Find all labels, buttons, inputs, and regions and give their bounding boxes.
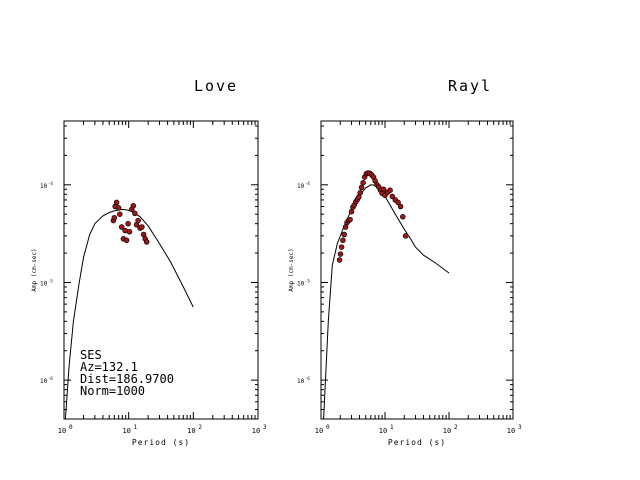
- data-point: [117, 211, 123, 217]
- x-tick-label: 10: [58, 427, 66, 435]
- x-tick-exponent: 0: [326, 424, 330, 431]
- data-point: [395, 199, 401, 206]
- data-point: [348, 208, 355, 215]
- data-point: [118, 224, 125, 230]
- chart-title: Rayl: [448, 77, 492, 95]
- data-point: [135, 217, 141, 224]
- data-point: [336, 257, 343, 263]
- y-tick-label: 10: [297, 183, 305, 190]
- y-tick-label: 10: [40, 378, 48, 385]
- y-tick-label: 10: [297, 280, 305, 287]
- data-point: [400, 214, 406, 220]
- data-point: [357, 189, 363, 196]
- y-tick-exponent: -4: [305, 181, 310, 186]
- data-point: [130, 203, 137, 209]
- station-info-line: Az=132.1: [80, 360, 138, 374]
- data-point: [125, 220, 131, 227]
- y-tick-exponent: -6: [48, 376, 53, 381]
- station-info-line: SES: [80, 348, 102, 362]
- data-point: [337, 251, 344, 257]
- x-tick-exponent: 2: [454, 424, 458, 431]
- y-tick-label: 10: [40, 183, 48, 190]
- y-tick-exponent: -5: [305, 278, 310, 283]
- data-point: [123, 237, 130, 244]
- data-point: [143, 239, 150, 245]
- y-tick-label: 10: [297, 378, 305, 385]
- y-tick-exponent: -6: [305, 376, 310, 381]
- x-tick-exponent: 1: [390, 424, 394, 431]
- x-tick-exponent: 2: [198, 424, 202, 431]
- x-tick-label: 10: [379, 427, 387, 435]
- data-point: [139, 224, 145, 230]
- plot-frame: [320, 120, 514, 420]
- data-point: [122, 227, 128, 234]
- data-point: [397, 203, 404, 210]
- y-tick-exponent: -4: [48, 181, 53, 186]
- x-tick-label: 10: [507, 427, 515, 435]
- x-tick-exponent: 3: [518, 424, 522, 431]
- x-tick-label: 10: [187, 427, 195, 435]
- data-point: [402, 233, 409, 239]
- x-axis-label: Period (s): [388, 438, 446, 447]
- station-info-line: Norm=1000: [80, 384, 145, 398]
- station-info-line: Dist=186.9700: [80, 372, 174, 386]
- data-point: [115, 205, 122, 211]
- x-tick-label: 10: [122, 427, 130, 435]
- x-tick-exponent: 1: [134, 424, 138, 431]
- y-tick-label: 10: [40, 280, 48, 287]
- x-axis-label: Period (s): [132, 438, 190, 447]
- chart-title: Love: [194, 77, 238, 95]
- data-point: [358, 184, 365, 191]
- plot-frame: [63, 120, 259, 420]
- model-curve: [64, 208, 194, 420]
- data-point: [360, 179, 366, 186]
- y-axis-label: Amp (cm-sec): [288, 248, 295, 291]
- data-point: [132, 210, 138, 217]
- data-point: [126, 229, 133, 235]
- data-point: [113, 199, 120, 206]
- y-axis-label: Amp (cm-sec): [31, 248, 38, 291]
- data-point: [340, 237, 346, 244]
- data-point: [347, 216, 353, 223]
- data-point: [341, 231, 347, 238]
- data-point: [111, 214, 118, 221]
- y-tick-exponent: -5: [48, 278, 53, 283]
- data-point: [389, 193, 396, 200]
- data-point: [380, 186, 387, 193]
- model-curve: [321, 184, 450, 420]
- x-tick-label: 10: [315, 427, 323, 435]
- x-tick-exponent: 3: [263, 424, 267, 431]
- x-tick-exponent: 0: [69, 424, 73, 431]
- x-tick-label: 10: [443, 427, 451, 435]
- data-point: [338, 244, 345, 250]
- x-tick-label: 10: [252, 427, 260, 435]
- data-point: [387, 187, 393, 193]
